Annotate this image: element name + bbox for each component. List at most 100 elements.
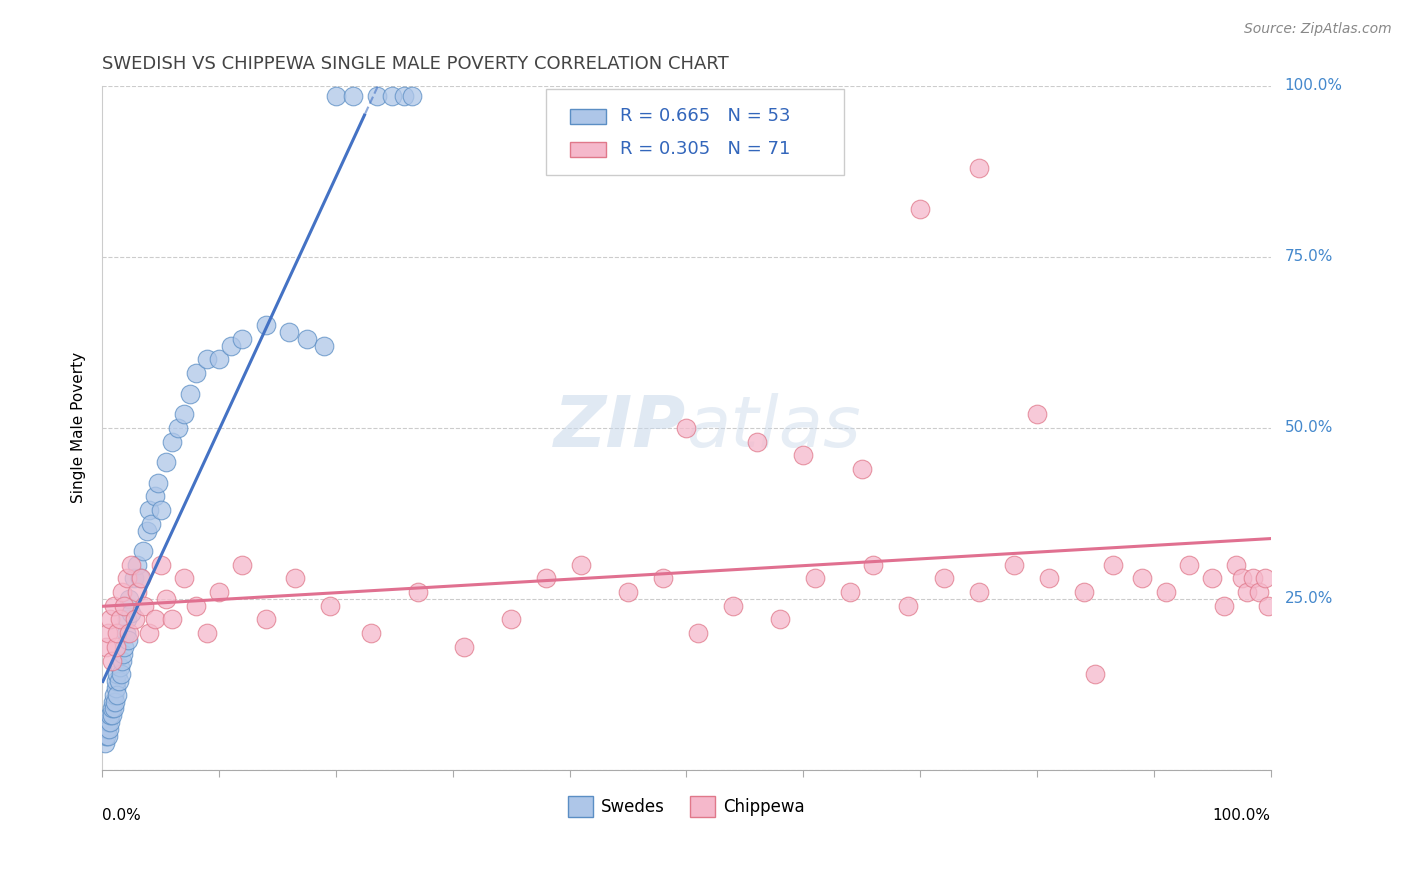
- Point: [128, 571, 150, 585]
- Point: [118, 591, 141, 606]
- Point: [501, 612, 523, 626]
- Point: [97, 626, 120, 640]
- Point: [115, 571, 138, 585]
- Point: [932, 571, 955, 585]
- Point: [138, 503, 160, 517]
- Point: [100, 612, 122, 626]
- Point: [98, 722, 121, 736]
- Point: [325, 89, 347, 103]
- Text: 100.0%: 100.0%: [1213, 807, 1271, 822]
- Point: [381, 89, 404, 103]
- Point: [149, 503, 172, 517]
- Point: [401, 89, 423, 103]
- Point: [184, 366, 207, 380]
- Point: [162, 612, 184, 626]
- Point: [1154, 585, 1177, 599]
- Point: [688, 626, 710, 640]
- Point: [1002, 558, 1025, 572]
- Point: [107, 626, 129, 640]
- Text: atlas: atlas: [686, 393, 860, 462]
- Point: [908, 202, 931, 216]
- Point: [792, 448, 814, 462]
- Point: [143, 489, 166, 503]
- Point: [804, 571, 827, 585]
- Point: [1247, 585, 1270, 599]
- Text: 50.0%: 50.0%: [1285, 420, 1333, 435]
- Point: [112, 599, 135, 613]
- Point: [167, 421, 190, 435]
- Text: ZIP: ZIP: [554, 393, 686, 462]
- Point: [122, 571, 145, 585]
- Bar: [569, 109, 606, 124]
- Point: [967, 585, 990, 599]
- Point: [1236, 585, 1258, 599]
- Point: [112, 647, 135, 661]
- Point: [100, 708, 122, 723]
- Point: [111, 585, 134, 599]
- Point: [254, 612, 277, 626]
- Point: [149, 558, 172, 572]
- Point: [295, 332, 318, 346]
- Text: 25.0%: 25.0%: [1285, 591, 1333, 607]
- Text: R = 0.305   N = 71: R = 0.305 N = 71: [620, 140, 790, 158]
- Point: [617, 585, 640, 599]
- Point: [114, 626, 136, 640]
- Point: [184, 599, 207, 613]
- Point: [769, 612, 792, 626]
- Point: [110, 667, 132, 681]
- Point: [851, 462, 873, 476]
- Legend: Swedes, Chippewa: Swedes, Chippewa: [561, 789, 811, 823]
- Point: [103, 599, 125, 613]
- Point: [100, 701, 122, 715]
- Point: [652, 571, 675, 585]
- Point: [392, 89, 415, 103]
- Point: [94, 729, 117, 743]
- Point: [319, 599, 342, 613]
- Point: [135, 524, 157, 538]
- Point: [100, 708, 122, 723]
- Text: Source: ZipAtlas.com: Source: ZipAtlas.com: [1244, 22, 1392, 37]
- Point: [96, 722, 118, 736]
- Point: [107, 674, 129, 689]
- Point: [129, 571, 152, 585]
- Point: [104, 695, 127, 709]
- Point: [103, 688, 125, 702]
- Point: [117, 632, 139, 647]
- Point: [107, 688, 129, 702]
- Point: [967, 161, 990, 175]
- Text: 75.0%: 75.0%: [1285, 250, 1333, 264]
- Point: [675, 421, 697, 435]
- Text: 0.0%: 0.0%: [103, 807, 141, 822]
- Point: [1201, 571, 1223, 585]
- Point: [1257, 599, 1279, 613]
- Point: [162, 434, 184, 449]
- Point: [231, 558, 253, 572]
- Point: [314, 339, 336, 353]
- Point: [173, 407, 195, 421]
- Point: [1073, 585, 1095, 599]
- Point: [536, 571, 558, 585]
- Point: [118, 626, 141, 640]
- Point: [231, 332, 253, 346]
- Point: [115, 612, 138, 626]
- Point: [97, 715, 120, 730]
- Point: [360, 626, 382, 640]
- Point: [100, 715, 122, 730]
- Point: [1230, 571, 1253, 585]
- Point: [127, 558, 149, 572]
- Point: [93, 736, 115, 750]
- FancyBboxPatch shape: [547, 89, 844, 175]
- Point: [208, 352, 231, 367]
- Point: [862, 558, 884, 572]
- Point: [107, 667, 129, 681]
- Point: [132, 544, 155, 558]
- Point: [569, 558, 592, 572]
- Point: [112, 640, 135, 654]
- Point: [208, 585, 231, 599]
- Point: [1254, 571, 1277, 585]
- Point: [105, 681, 128, 695]
- Point: [108, 660, 131, 674]
- Point: [100, 654, 122, 668]
- Point: [120, 606, 142, 620]
- Point: [120, 558, 142, 572]
